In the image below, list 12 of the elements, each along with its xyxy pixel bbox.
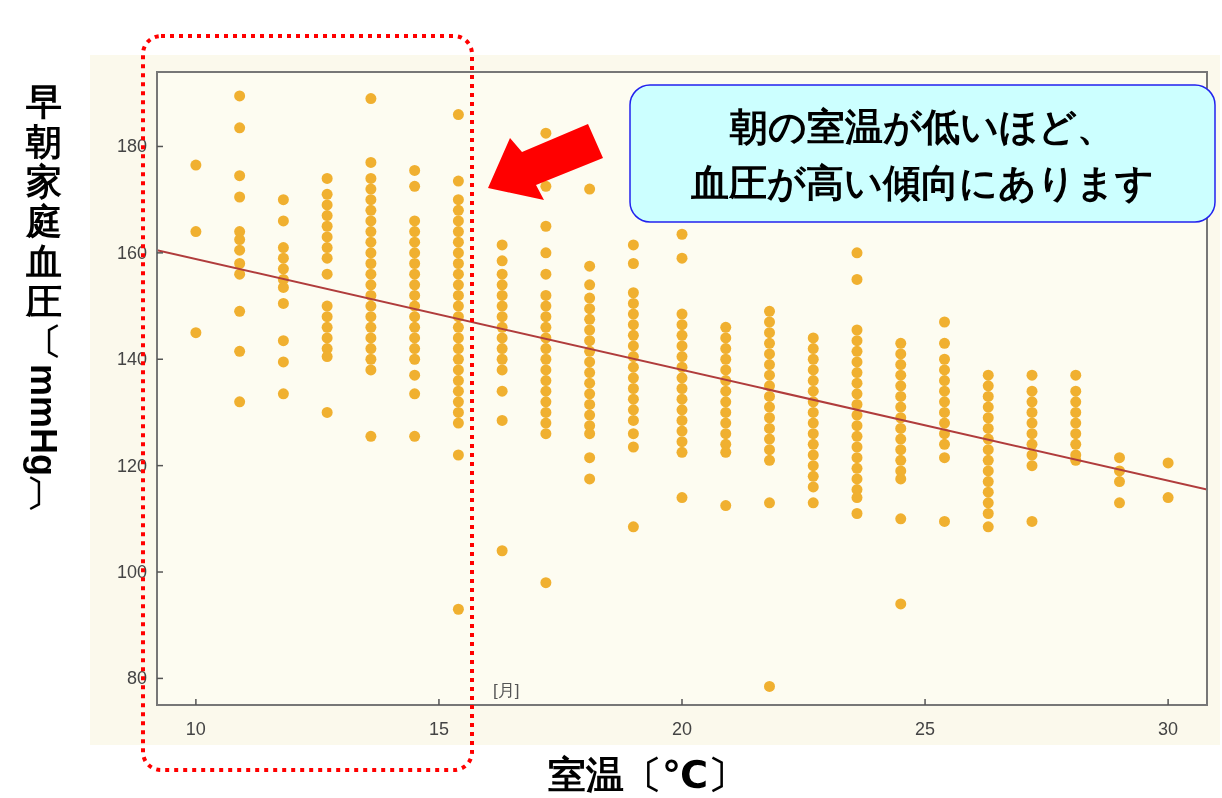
text: 早朝家庭血圧〔mmHg〕 xyxy=(23,81,64,515)
annotation: 朝の室温が低いほど、血圧が高い傾向にあります xyxy=(689,106,1154,204)
y-tick-label: 80 xyxy=(126,668,147,689)
annotation: [月] xyxy=(493,681,520,700)
x-tick-label: 15 xyxy=(428,719,449,739)
y-tick-label: 180 xyxy=(116,136,147,157)
x-tick-label: 10 xyxy=(185,719,206,739)
x-tick-label: 30 xyxy=(1158,719,1179,739)
x-axis-title: 室温〔℃〕 xyxy=(547,754,747,796)
x-tick-label: 25 xyxy=(915,719,936,739)
x-tick-label: 20 xyxy=(671,719,693,739)
y-tick-label: 100 xyxy=(116,562,147,583)
